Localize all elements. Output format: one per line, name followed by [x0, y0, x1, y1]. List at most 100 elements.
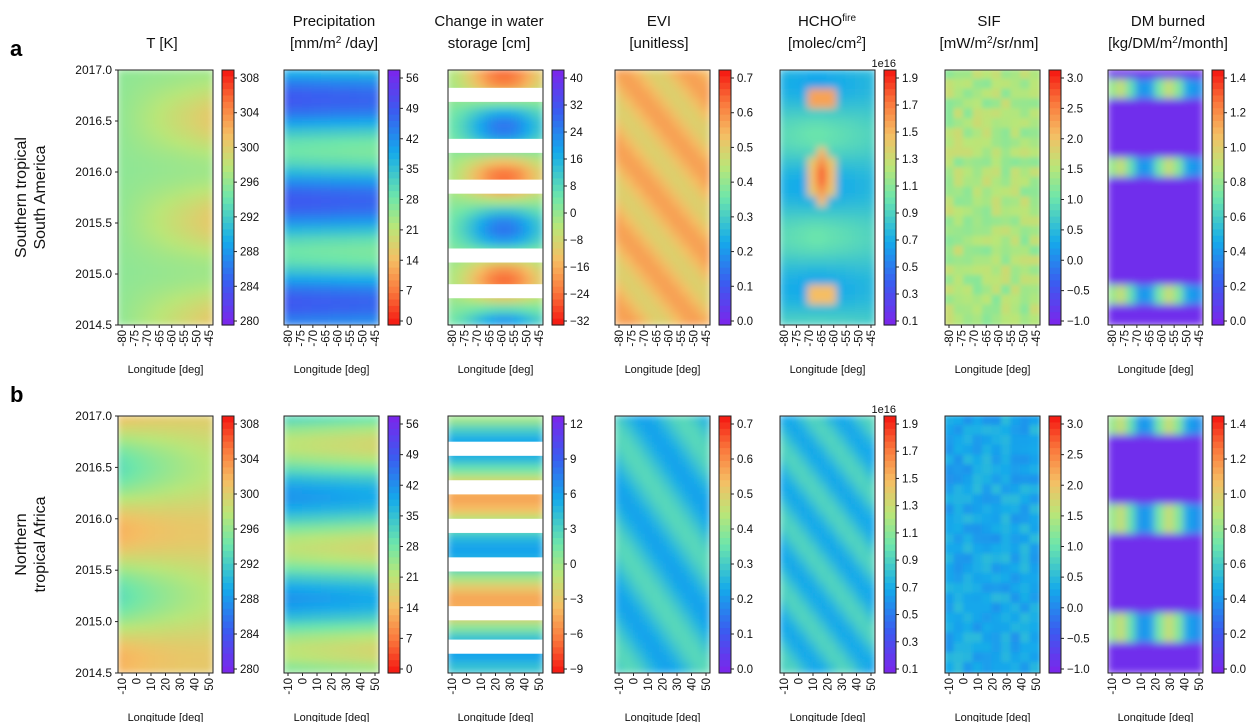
colorbar-frame [1048, 69, 1062, 326]
x-tick-label: -65 [154, 330, 166, 347]
colorbar-tick-label: −3 [570, 594, 583, 606]
x-tick-label: -70 [1132, 330, 1144, 347]
colorbar-tick-label: 1.5 [1067, 164, 1083, 176]
colorbar-tick-label: 6 [570, 489, 576, 501]
x-tick-label: -70 [639, 330, 651, 347]
panel-frame [614, 69, 711, 326]
panel-header-line1: DM burned [1131, 13, 1205, 30]
missing-data-band [448, 284, 543, 299]
colorbar-tick-label: 14 [406, 255, 419, 267]
colorbar-tick-label: 1.1 [902, 528, 918, 540]
x-tick-label: -75 [459, 330, 471, 347]
colorbar-tick-label: 7 [406, 633, 412, 645]
colorbar-tick-label: 0.2 [737, 247, 753, 259]
colorbar-frame [551, 415, 565, 674]
colorbar-tick-label: 2.0 [1067, 134, 1083, 146]
colorbar-tick-label: 0.0 [737, 316, 753, 328]
colorbar-tick-label: −1.0 [1067, 316, 1090, 328]
y-tick-label: 2015.0 [75, 615, 112, 629]
x-tick-label: 0 [298, 678, 310, 684]
x-tick-label: -55 [345, 330, 357, 347]
x-axis-label: Longitude [deg] [458, 364, 534, 376]
colorbar: 12 9 6 3 0 −3 −6 −9 [551, 415, 583, 676]
x-tick-label: -75 [791, 330, 803, 347]
x-tick-label: 10 [1136, 678, 1148, 691]
x-axis-label: Longitude [deg] [955, 712, 1031, 722]
x-tick-label: 30 [341, 678, 353, 691]
panel-header-line2: [mm/m2 /day] [290, 35, 378, 53]
panel-frame [447, 69, 544, 326]
heatmap-field [118, 416, 213, 673]
colorbar-tick-label: 1.0 [1230, 142, 1246, 154]
x-tick-label: -60 [333, 330, 345, 347]
x-tick-label: -75 [295, 330, 307, 347]
row-label: b [10, 382, 23, 407]
panel-header-5: SIF [mW/m2/sr/nm] [940, 13, 1039, 52]
heatmap-field [1108, 416, 1203, 673]
panel-header-line1: Precipitation [293, 13, 376, 30]
heatmap-field [448, 70, 543, 325]
colorbar-tick-label: 284 [240, 281, 260, 293]
row-title: Northern tropical Africa [13, 496, 49, 592]
colorbar-tick-label: 296 [240, 177, 259, 189]
colorbar: 56 49 42 35 28 21 14 7 0 [387, 415, 419, 676]
panel-a-3: -80 -75 -70 -65 -60 -55 -50 -45 Longitude [deg] 0… [614, 69, 754, 376]
colorbar-tick-label: 0.4 [1230, 247, 1247, 259]
colorbar-tick-label: 1.3 [902, 154, 918, 166]
x-tick-label: 10 [146, 678, 158, 691]
panel-frame [779, 69, 876, 326]
colorbar-tick-label: 24 [570, 127, 583, 139]
x-tick-label: 50 [534, 678, 546, 691]
missing-data-band [448, 248, 543, 263]
heatmap-field [780, 70, 875, 325]
missing-data-band [448, 138, 543, 153]
panel-frame [1107, 69, 1204, 326]
colorbar-tick-label: 1.9 [902, 419, 918, 431]
panel-header-line1: HCHOfire [798, 13, 857, 31]
x-tick-label: 20 [658, 678, 670, 691]
heatmap-field [780, 416, 875, 673]
panel-header-3: EVI [unitless] [629, 13, 688, 52]
colorbar: 56 49 42 35 28 21 14 7 0 [387, 69, 419, 328]
colorbar-tick-label: −32 [570, 316, 590, 328]
x-tick-label: -50 [1019, 330, 1031, 347]
colorbar: 0.7 0.6 0.5 0.4 0.3 0.2 0.1 0.0 [718, 69, 754, 328]
panel-a-1: -80 -75 -70 -65 -60 -55 -50 -45 Longitude [deg] 5… [283, 69, 419, 376]
colorbar-tick-label: 9 [570, 454, 576, 466]
colorbar-tick-label: 0.3 [737, 212, 753, 224]
panel-b-0: -10 0 10 20 30 40 50 Longitude [deg] 308 304 300 29… [117, 415, 260, 722]
panel-a-2: -80 -75 -70 -65 -60 -55 -50 -45 Longitude [deg] 4… [447, 69, 590, 376]
x-tick-label: 30 [175, 678, 187, 691]
colorbar-tick-label: 56 [406, 73, 419, 85]
missing-data-band [448, 480, 543, 495]
colorbar-tick-label: 0.9 [902, 555, 918, 567]
colorbar-tick-label: 288 [240, 247, 259, 259]
panel-frame [283, 69, 380, 326]
x-tick-label: 0 [462, 678, 474, 684]
panel-header-4: HCHOfire [molec/cm2] [788, 13, 866, 53]
x-tick-label: 10 [808, 678, 820, 691]
x-tick-label: -70 [308, 330, 320, 347]
colorbar-tick-label: 0.1 [737, 281, 753, 293]
x-tick-label: 30 [672, 678, 684, 691]
panel-header-6: DM burned [kg/DM/m2/month] [1108, 13, 1228, 52]
x-tick-label: -45 [370, 330, 382, 347]
x-tick-label: 10 [476, 678, 488, 691]
colorbar-tick-label: 2.0 [1067, 480, 1083, 492]
x-tick-label: -60 [664, 330, 676, 347]
x-tick-label: -10 [1107, 678, 1119, 695]
panel-b-6: -10 0 10 20 30 40 50 Longitude [deg] 1.4 1.2 1.0 0.… [1107, 415, 1247, 722]
x-axis-label: Longitude [deg] [955, 364, 1031, 376]
x-tick-label: 50 [701, 678, 713, 691]
x-axis-label: Longitude [deg] [625, 712, 701, 722]
colorbar-tick-label: −16 [570, 262, 590, 274]
x-tick-label: -60 [1157, 330, 1169, 347]
heatmap-field [945, 70, 1040, 325]
colorbar-tick-label: −9 [570, 664, 583, 676]
colorbar-tick-label: 21 [406, 572, 419, 584]
x-tick-label: -50 [1182, 330, 1194, 347]
x-tick-label: -65 [816, 330, 828, 347]
colorbar-tick-label: 0.0 [1230, 664, 1246, 676]
